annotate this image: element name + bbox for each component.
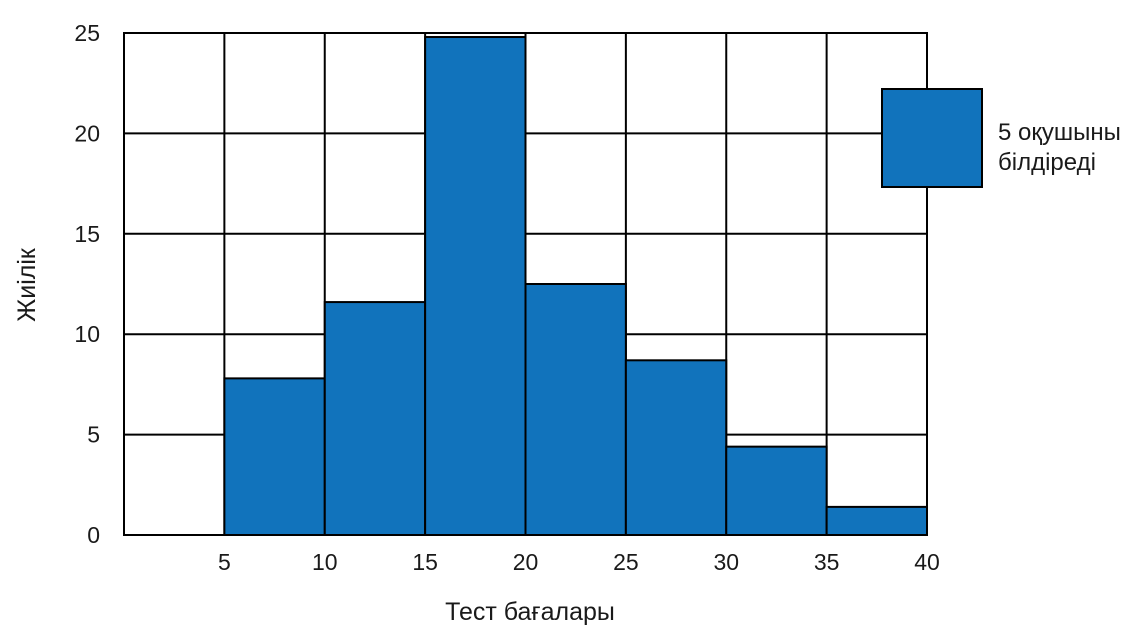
y-tick-labels: 0 5 10 15 20 25: [74, 20, 100, 548]
y-axis-title: Жиілік: [13, 247, 41, 322]
legend-label-line-1: 5 оқушыны: [998, 119, 1121, 146]
y-tick-label-5: 5: [87, 422, 100, 448]
x-tick-label-40: 40: [914, 549, 940, 575]
x-tick-label-35: 35: [814, 549, 840, 575]
x-axis-title: Тест бағалары: [445, 598, 615, 626]
bar-30-35: [725, 445, 828, 537]
x-tick-label-10: 10: [312, 549, 338, 575]
x-tick-label-30: 30: [713, 549, 739, 575]
y-tick-label-0: 0: [87, 522, 100, 548]
x-tick-labels: 5 10 15 20 25 30 35 40: [218, 549, 940, 575]
x-tick-label-15: 15: [412, 549, 438, 575]
bars: [223, 36, 928, 537]
y-tick-label-25: 25: [74, 20, 100, 46]
bar-15-20: [424, 36, 527, 537]
x-tick-label-20: 20: [513, 549, 539, 575]
bar-35-40: [825, 505, 928, 536]
x-tick-label-5: 5: [218, 549, 231, 575]
bar-20-25: [524, 283, 627, 536]
plot-frame: [123, 32, 928, 536]
x-tick-label-25: 25: [613, 549, 639, 575]
bar-5-10: [223, 377, 326, 536]
y-tick-label-20: 20: [74, 120, 100, 146]
legend-swatch: [881, 88, 983, 188]
y-tick-label-10: 10: [74, 321, 100, 347]
bar-10-15: [323, 301, 427, 536]
y-tick-label-15: 15: [74, 221, 100, 247]
bar-25-30: [624, 359, 728, 536]
legend-label-line-2: білдіреді: [998, 149, 1096, 176]
